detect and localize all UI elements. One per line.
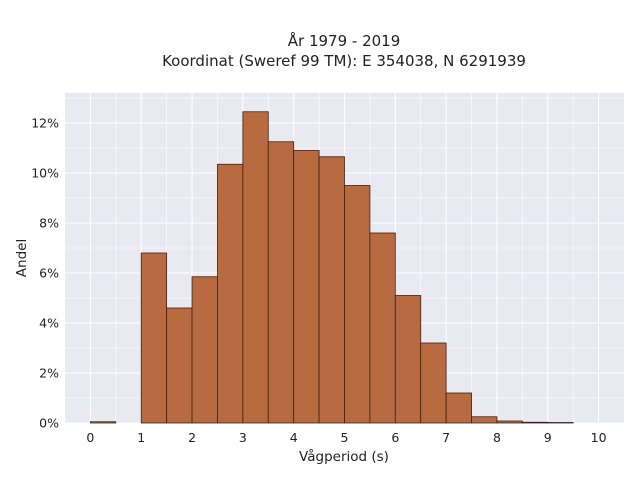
- x-tick-label: 3: [239, 430, 247, 445]
- histogram-bar: [344, 185, 371, 424]
- y-tick-label: 2%: [39, 366, 59, 381]
- x-axis-ticks: 0 1 2 3 4 5 6 7 8 9 10: [86, 430, 606, 445]
- x-tick-label: 10: [591, 430, 607, 445]
- histogram-bar: [445, 392, 472, 424]
- histogram-bar: [369, 232, 396, 424]
- x-tick-label: 6: [391, 430, 399, 445]
- histogram-bar: [547, 422, 574, 424]
- bars: [90, 111, 574, 424]
- histogram-bar: [90, 421, 117, 424]
- x-tick-label: 5: [341, 430, 349, 445]
- y-tick-label: 8%: [39, 216, 59, 231]
- histogram-bar: [267, 141, 295, 424]
- x-axis-label: Vågperiod (s): [299, 448, 389, 465]
- x-tick-label: 0: [86, 430, 94, 445]
- histogram-bar: [140, 252, 168, 424]
- chart-title-line1: År 1979 - 2019: [288, 31, 401, 50]
- histogram-bar: [394, 295, 422, 424]
- histogram-bar: [521, 421, 549, 424]
- histogram-bar: [471, 416, 498, 424]
- y-tick-label: 10%: [31, 166, 59, 181]
- histogram-bar: [496, 420, 523, 424]
- histogram-bar: [191, 276, 218, 424]
- histogram-bar: [318, 156, 345, 424]
- y-tick-label: 6%: [39, 266, 59, 281]
- y-tick-label: 12%: [31, 116, 59, 131]
- chart-title-line2: Koordinat (Sweref 99 TM): E 354038, N 62…: [162, 52, 526, 70]
- y-tick-label: 0%: [39, 416, 59, 431]
- y-tick-label: 4%: [39, 316, 59, 331]
- y-axis-label: Andel: [14, 239, 30, 277]
- histogram-bar: [166, 307, 193, 424]
- x-tick-label: 1: [137, 430, 145, 445]
- x-tick-label: 4: [290, 430, 298, 445]
- histogram-bar: [242, 111, 269, 424]
- histogram-bar: [293, 150, 320, 424]
- x-tick-label: 2: [188, 430, 196, 445]
- x-tick-label: 8: [493, 430, 501, 445]
- histogram-bar: [420, 342, 447, 424]
- y-axis-ticks: 0% 2% 4% 6% 8% 10% 12%: [31, 116, 59, 431]
- x-tick-label: 9: [544, 430, 552, 445]
- x-tick-label: 7: [442, 430, 450, 445]
- histogram-bar: [217, 163, 244, 424]
